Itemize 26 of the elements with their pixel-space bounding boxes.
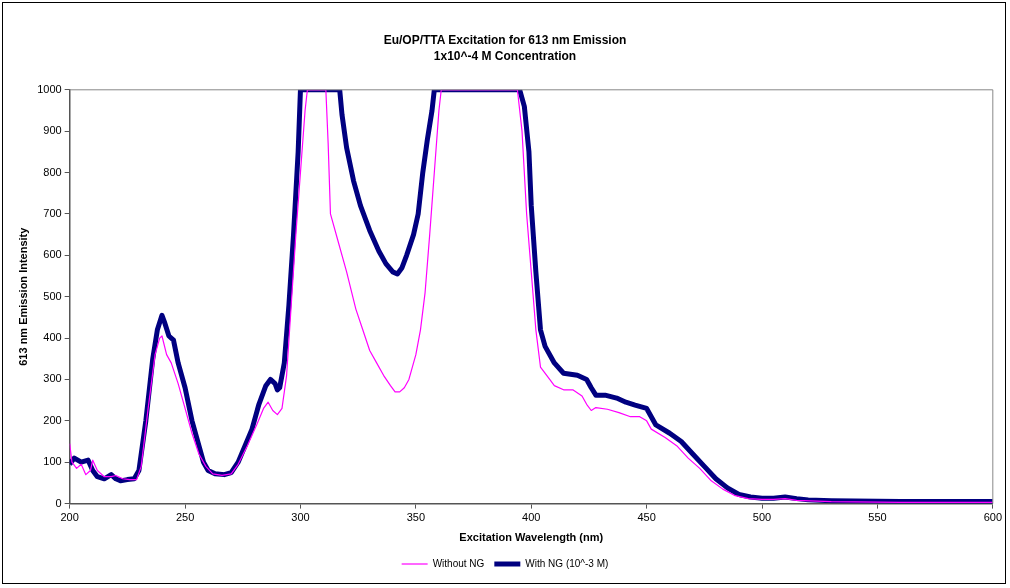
y-tick-label: 800 — [43, 165, 62, 178]
y-axis-title: 613 nm Emission Intensity — [16, 226, 29, 366]
y-tick-label: 200 — [43, 413, 62, 426]
y-tick-label: 600 — [43, 248, 62, 261]
chart-subtitle: 1x10^-4 M Concentration — [433, 48, 577, 63]
y-tick-label: 300 — [43, 372, 62, 385]
x-tick-label: 550 — [868, 511, 887, 524]
y-tick-label: 700 — [43, 206, 62, 219]
x-tick-label: 200 — [60, 511, 79, 524]
x-axis-title: Excitation Wavelength (nm) — [459, 531, 604, 544]
y-tick-label: 0 — [55, 496, 62, 509]
x-tick-label: 500 — [752, 511, 772, 524]
y-tick-label: 1000 — [37, 82, 62, 95]
y-tick-label: 900 — [43, 124, 62, 137]
x-tick-label: 400 — [522, 511, 541, 524]
x-tick-label: 350 — [406, 511, 426, 524]
y-tick-label: 400 — [43, 331, 62, 344]
x-tick-label: 250 — [175, 511, 195, 524]
legend-label: With NG (10^-3 M) — [525, 557, 609, 569]
x-tick-label: 600 — [983, 511, 1002, 524]
chart-title: Eu/OP/TTA Excitation for 613 nm Emission — [383, 32, 627, 47]
y-tick-label: 100 — [43, 455, 62, 468]
legend-label: Without NG — [432, 557, 485, 569]
x-tick-label: 450 — [637, 511, 656, 524]
y-tick-label: 500 — [43, 289, 62, 302]
x-tick-label: 300 — [291, 511, 310, 524]
